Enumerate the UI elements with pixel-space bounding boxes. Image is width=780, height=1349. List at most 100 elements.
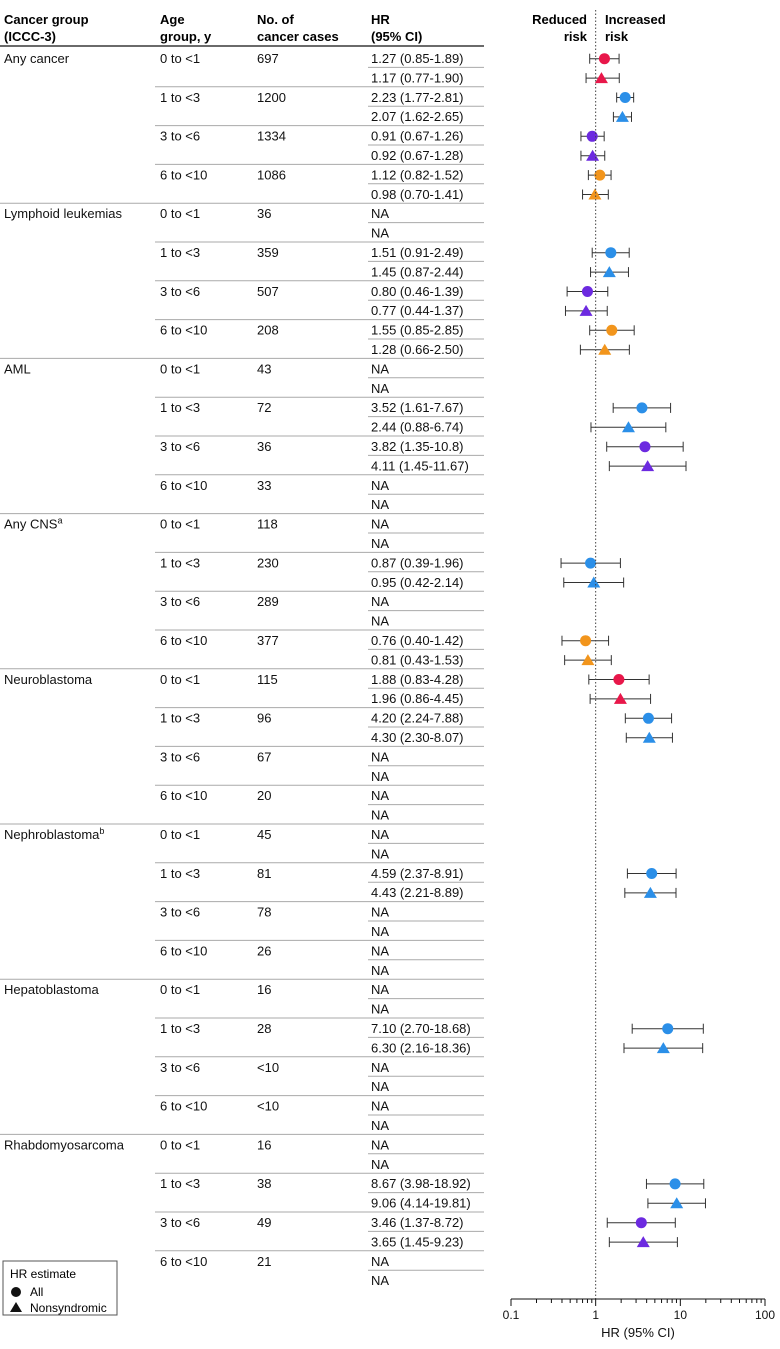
axis-tick-label: 10	[674, 1308, 688, 1322]
axis-tick-label: 0.1	[503, 1308, 520, 1322]
hr-label: NA	[371, 1157, 389, 1172]
hr-label: NA	[371, 1079, 389, 1094]
case-count: <10	[257, 1060, 279, 1075]
header-age-line2: group, y	[160, 29, 212, 44]
hr-label: 8.67 (3.98-18.92)	[371, 1176, 471, 1191]
hr-label: 0.98 (0.70-1.41)	[371, 187, 464, 202]
hr-label: 3.46 (1.37-8.72)	[371, 1215, 464, 1230]
case-count: 33	[257, 478, 271, 493]
hr-point-all	[642, 712, 654, 724]
hr-point-all	[619, 92, 631, 103]
hr-label: 1.96 (0.86-4.45)	[371, 691, 464, 706]
hr-point-nonsyndromic	[641, 460, 655, 472]
hr-point-all	[606, 324, 618, 336]
case-count: 96	[257, 711, 271, 726]
hr-point-nonsyndromic	[636, 1236, 650, 1248]
hr-label: NA	[371, 924, 389, 939]
legend-triangle-icon	[10, 1302, 22, 1312]
hr-point-nonsyndromic	[670, 1197, 684, 1209]
hr-point-all	[669, 1178, 681, 1190]
hr-label: NA	[371, 943, 389, 958]
header-hr-line1: HR	[371, 12, 390, 27]
case-count: 16	[257, 1137, 271, 1152]
header-reduced-line2: risk	[564, 29, 588, 44]
hr-point-all	[586, 130, 598, 142]
group-name: Nephroblastomab	[4, 826, 104, 842]
hr-label: 4.43 (2.21-8.89)	[371, 885, 464, 900]
hr-label: NA	[371, 361, 389, 376]
case-count: 43	[257, 361, 271, 376]
hr-point-all	[594, 169, 606, 181]
case-count: 289	[257, 594, 279, 609]
hr-label: NA	[371, 1002, 389, 1017]
age-label: 3 to <6	[160, 749, 200, 764]
age-label: 0 to <1	[160, 672, 200, 687]
hr-point-all	[581, 286, 593, 297]
age-label: 0 to <1	[160, 51, 200, 66]
hr-label: NA	[371, 905, 389, 920]
hr-label: 2.44 (0.88-6.74)	[371, 420, 464, 435]
age-label: 6 to <10	[160, 788, 207, 803]
legend-nonsyndromic-label: Nonsyndromic	[30, 1301, 107, 1315]
case-count: 230	[257, 555, 279, 570]
hr-label: NA	[371, 827, 389, 842]
case-count: 16	[257, 982, 271, 997]
age-label: 3 to <6	[160, 439, 200, 454]
age-label: 6 to <10	[160, 167, 207, 182]
hr-label: 0.91 (0.67-1.26)	[371, 129, 464, 144]
legend: HR estimate All Nonsyndromic	[2, 1260, 118, 1316]
hr-point-nonsyndromic	[587, 576, 601, 588]
hr-point-nonsyndromic	[594, 72, 608, 84]
case-count: 78	[257, 905, 271, 920]
hr-point-nonsyndromic	[613, 692, 627, 704]
case-count: 81	[257, 866, 271, 881]
hr-point-nonsyndromic	[643, 886, 657, 898]
group-name: Any CNSa	[4, 516, 62, 532]
age-label: 1 to <3	[160, 711, 200, 726]
hr-label: NA	[371, 982, 389, 997]
hr-point-nonsyndromic	[598, 343, 612, 355]
hr-label: 1.88 (0.83-4.28)	[371, 672, 464, 687]
case-count: 21	[257, 1254, 271, 1269]
age-label: 0 to <1	[160, 982, 200, 997]
age-label: 1 to <3	[160, 400, 200, 415]
hr-label: NA	[371, 808, 389, 823]
hr-point-all	[639, 441, 651, 453]
hr-label: 2.07 (1.62-2.65)	[371, 109, 464, 124]
hr-label: NA	[371, 478, 389, 493]
header-age-line1: Age	[160, 12, 185, 27]
age-label: 6 to <10	[160, 478, 207, 493]
hr-point-all	[585, 557, 597, 569]
case-count: 36	[257, 206, 271, 221]
hr-point-nonsyndromic	[656, 1042, 670, 1054]
header-group-line2: (ICCC-3)	[4, 29, 56, 44]
group-name: Lymphoid leukemias	[4, 206, 123, 221]
hr-label: NA	[371, 749, 389, 764]
age-label: 6 to <10	[160, 943, 207, 958]
hr-label: 1.45 (0.87-2.44)	[371, 264, 464, 279]
legend-title: HR estimate	[10, 1267, 76, 1281]
hr-label: 1.51 (0.91-2.49)	[371, 245, 464, 260]
case-count: 72	[257, 400, 271, 415]
case-count: 36	[257, 439, 271, 454]
age-label: 0 to <1	[160, 1137, 200, 1152]
age-label: 3 to <6	[160, 1215, 200, 1230]
group-name: Rhabdomyosarcoma	[4, 1137, 125, 1152]
hr-label: NA	[371, 846, 389, 861]
hr-label: 4.30 (2.30-8.07)	[371, 730, 464, 745]
case-count: <10	[257, 1099, 279, 1114]
hr-point-nonsyndromic	[615, 110, 629, 122]
age-label: 6 to <10	[160, 633, 207, 648]
age-label: 1 to <3	[160, 555, 200, 570]
table-body: Any cancer 0 to <1 697 1.27 (0.85-1.89) 1.17…	[0, 51, 484, 1288]
group-name: Any cancer	[4, 51, 70, 66]
hr-label: 2.23 (1.77-2.81)	[371, 90, 464, 105]
hr-label: 6.30 (2.16-18.36)	[371, 1040, 471, 1055]
axis-title: HR (95% CI)	[601, 1325, 675, 1340]
hr-label: 1.28 (0.66-2.50)	[371, 342, 464, 357]
hr-point-nonsyndromic	[579, 304, 593, 316]
header-cases-line1: No. of	[257, 12, 294, 27]
hr-label: NA	[371, 536, 389, 551]
case-count: 208	[257, 323, 279, 338]
legend-all-label: All	[30, 1285, 43, 1299]
